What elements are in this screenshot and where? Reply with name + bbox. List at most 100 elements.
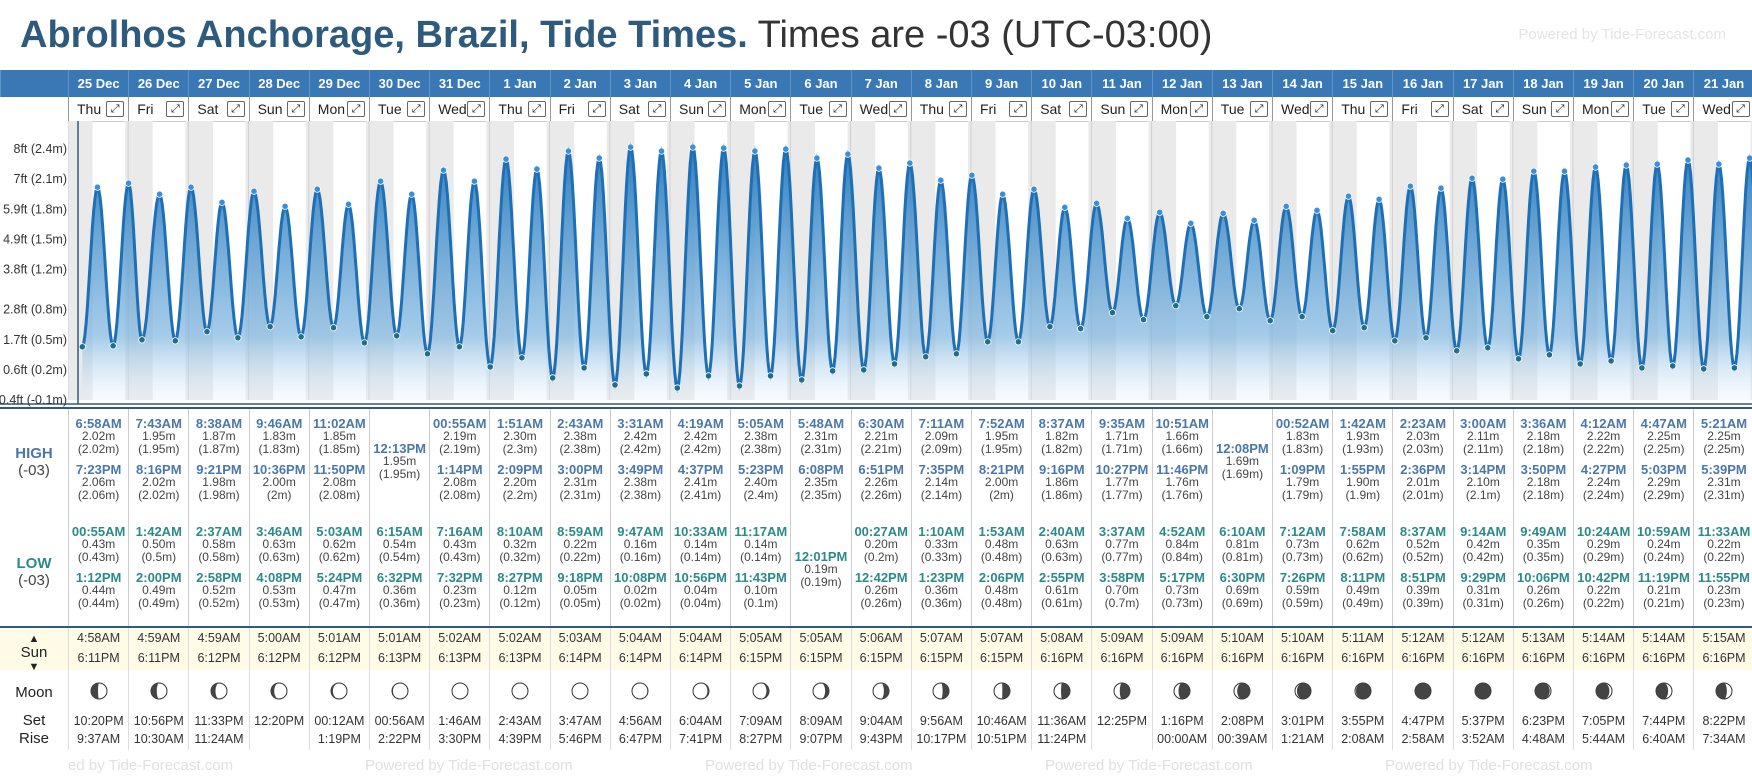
- low-tide-point[interactable]: [1730, 364, 1739, 372]
- high-tide-point[interactable]: [937, 176, 945, 184]
- low-tide-point[interactable]: [1638, 364, 1646, 372]
- high-tide-point[interactable]: [376, 177, 385, 185]
- high-tide-point[interactable]: [1653, 160, 1661, 168]
- high-tide-point[interactable]: [1061, 203, 1069, 211]
- expand-icon[interactable]: ⤢: [1490, 101, 1509, 117]
- low-tide-point[interactable]: [297, 333, 305, 341]
- high-tide-point[interactable]: [1156, 208, 1164, 216]
- low-tide-point[interactable]: [1172, 302, 1180, 310]
- low-tide-point[interactable]: [1453, 347, 1461, 355]
- high-tide-point[interactable]: [875, 164, 883, 172]
- high-tide-point[interactable]: [408, 190, 416, 198]
- expand-icon[interactable]: ⤢: [1249, 101, 1268, 117]
- high-tide-point[interactable]: [1123, 214, 1132, 222]
- footer-watermark-4[interactable]: Powered by Tide-Forecast.com: [1045, 757, 1253, 774]
- footer-watermark-2[interactable]: Powered by Tide-Forecast.com: [365, 757, 573, 774]
- low-tide-point[interactable]: [423, 350, 432, 358]
- high-tide-point[interactable]: [999, 190, 1007, 198]
- high-tide-point[interactable]: [782, 145, 790, 153]
- high-tide-point[interactable]: [720, 144, 728, 152]
- low-tide-point[interactable]: [860, 366, 868, 374]
- expand-icon[interactable]: ⤢: [708, 101, 727, 117]
- high-tide-point[interactable]: [1219, 209, 1227, 217]
- expand-icon[interactable]: ⤢: [1611, 101, 1630, 117]
- low-tide-point[interactable]: [1046, 323, 1054, 331]
- low-tide-point[interactable]: [1360, 324, 1368, 332]
- high-tide-point[interactable]: [1375, 195, 1383, 203]
- high-tide-point[interactable]: [439, 166, 448, 174]
- high-tide-point[interactable]: [844, 150, 852, 158]
- expand-icon[interactable]: ⤢: [1430, 101, 1449, 117]
- low-tide-point[interactable]: [549, 374, 557, 382]
- low-tide-point[interactable]: [798, 376, 806, 384]
- low-tide-point[interactable]: [203, 328, 211, 336]
- low-tide-point[interactable]: [109, 342, 117, 350]
- expand-icon[interactable]: ⤢: [166, 101, 185, 117]
- low-tide-point[interactable]: [329, 324, 338, 332]
- expand-icon[interactable]: ⤢: [226, 101, 245, 117]
- high-tide-point[interactable]: [564, 147, 573, 155]
- footer-watermark-3[interactable]: Powered by Tide-Forecast.com: [705, 757, 913, 774]
- high-tide-point[interactable]: [1715, 160, 1723, 168]
- low-tide-point[interactable]: [984, 338, 992, 346]
- low-tide-point[interactable]: [922, 353, 930, 361]
- high-tide-point[interactable]: [1282, 202, 1290, 210]
- low-tide-point[interactable]: [1139, 316, 1148, 324]
- high-tide-point[interactable]: [657, 147, 666, 155]
- expand-icon[interactable]: ⤢: [1731, 101, 1750, 117]
- low-tide-point[interactable]: [1484, 344, 1492, 352]
- low-tide-point[interactable]: [1514, 355, 1523, 363]
- high-tide-point[interactable]: [1499, 175, 1507, 183]
- low-tide-point[interactable]: [138, 336, 146, 344]
- low-tide-point[interactable]: [1235, 305, 1243, 313]
- high-tide-point[interactable]: [470, 177, 478, 185]
- high-tide-point[interactable]: [1591, 163, 1600, 171]
- expand-icon[interactable]: ⤢: [1009, 101, 1028, 117]
- low-tide-point[interactable]: [1266, 317, 1274, 325]
- high-tide-point[interactable]: [626, 143, 635, 151]
- high-tide-point[interactable]: [1468, 174, 1476, 182]
- low-tide-point[interactable]: [673, 384, 681, 392]
- high-tide-point[interactable]: [156, 190, 164, 198]
- low-tide-point[interactable]: [1422, 334, 1430, 342]
- low-tide-point[interactable]: [486, 363, 494, 371]
- high-tide-point[interactable]: [187, 183, 195, 191]
- high-tide-point[interactable]: [502, 155, 510, 163]
- low-tide-point[interactable]: [952, 350, 961, 358]
- low-tide-point[interactable]: [455, 343, 463, 351]
- footer-watermark-1[interactable]: ed by Tide-Forecast.com: [68, 757, 234, 774]
- expand-icon[interactable]: ⤢: [768, 101, 787, 117]
- high-tide-point[interactable]: [906, 159, 914, 167]
- high-tide-point[interactable]: [125, 179, 133, 187]
- high-tide-point[interactable]: [1344, 192, 1353, 200]
- high-tide-point[interactable]: [595, 154, 603, 162]
- high-tide-point[interactable]: [689, 143, 697, 151]
- low-tide-point[interactable]: [1545, 351, 1554, 359]
- expand-icon[interactable]: ⤢: [948, 101, 967, 117]
- low-tide-point[interactable]: [1077, 325, 1085, 333]
- high-tide-point[interactable]: [1746, 154, 1752, 162]
- expand-icon[interactable]: ⤢: [647, 101, 666, 117]
- low-tide-point[interactable]: [1014, 338, 1023, 346]
- low-tide-point[interactable]: [1607, 357, 1615, 365]
- low-tide-point[interactable]: [1391, 337, 1399, 345]
- low-tide-point[interactable]: [78, 343, 86, 351]
- footer-watermark-5[interactable]: Powered by Tide-Forecast.com: [1385, 757, 1593, 774]
- high-tide-point[interactable]: [1187, 219, 1195, 227]
- high-tide-point[interactable]: [1250, 216, 1258, 224]
- high-tide-point[interactable]: [313, 185, 321, 193]
- high-tide-point[interactable]: [1030, 185, 1038, 193]
- expand-icon[interactable]: ⤢: [1069, 101, 1088, 117]
- expand-icon[interactable]: ⤢: [828, 101, 847, 117]
- low-tide-point[interactable]: [171, 337, 179, 345]
- high-tide-point[interactable]: [1684, 156, 1692, 164]
- expand-icon[interactable]: ⤢: [1310, 101, 1329, 117]
- high-tide-point[interactable]: [1437, 184, 1445, 192]
- low-tide-point[interactable]: [890, 360, 899, 368]
- expand-icon[interactable]: ⤢: [346, 101, 365, 117]
- high-tide-point[interactable]: [250, 187, 258, 195]
- expand-icon[interactable]: ⤢: [1671, 101, 1690, 117]
- high-tide-point[interactable]: [751, 147, 759, 155]
- high-tide-point[interactable]: [1313, 206, 1321, 214]
- high-tide-point[interactable]: [533, 165, 541, 173]
